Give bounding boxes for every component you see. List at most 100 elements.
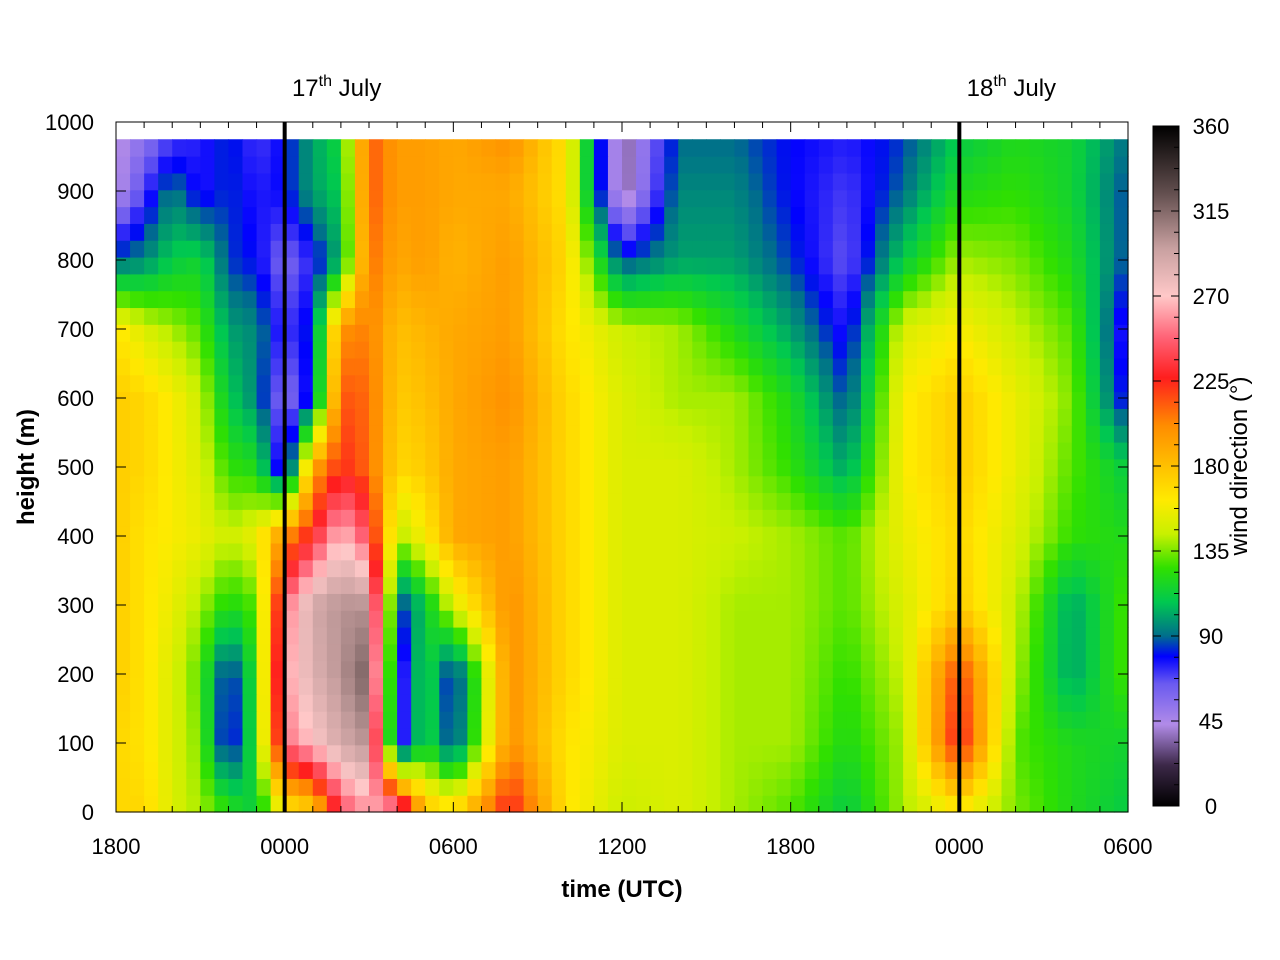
heatmap-cell	[987, 307, 1003, 325]
heatmap-cell	[270, 408, 286, 426]
heatmap-cell	[776, 526, 792, 544]
heatmap-cell	[860, 542, 876, 561]
heatmap-cell	[959, 290, 974, 309]
heatmap-cell	[734, 711, 750, 729]
heatmap-cell	[959, 324, 974, 342]
heatmap-cell	[1085, 761, 1101, 779]
heatmap-cell	[1099, 189, 1115, 208]
heatmap-cell	[1099, 761, 1115, 779]
heatmap-cell	[1043, 391, 1059, 409]
heatmap-cell	[298, 643, 314, 662]
heatmap-cell	[706, 341, 721, 359]
heatmap-cell	[903, 727, 918, 746]
heatmap-cell	[959, 660, 974, 679]
heatmap-cell	[495, 374, 511, 393]
heatmap-cell	[158, 189, 173, 208]
heatmap-cell	[846, 425, 862, 443]
heatmap-cell	[832, 795, 848, 813]
heatmap-cell	[369, 643, 384, 662]
heatmap-cell	[889, 526, 904, 544]
heatmap-cell	[1113, 156, 1129, 174]
heatmap-cell	[846, 256, 862, 275]
heatmap-cell	[144, 441, 159, 460]
heatmap-cell	[481, 139, 497, 157]
heatmap-cell	[214, 626, 230, 645]
heatmap-cell	[917, 341, 932, 359]
heatmap-cell	[1015, 526, 1031, 544]
heatmap-cell	[860, 156, 876, 174]
heatmap-cell	[1085, 172, 1101, 191]
heatmap-cell	[383, 559, 398, 578]
heatmap-cell	[903, 626, 918, 645]
heatmap-cell	[130, 408, 145, 426]
heatmap-cell	[917, 610, 932, 628]
heatmap-cell	[762, 458, 778, 477]
heatmap-cell	[158, 391, 173, 409]
heatmap-cell	[889, 139, 904, 157]
heatmap-cell	[551, 761, 567, 779]
heatmap-cell	[172, 727, 187, 746]
heatmap-cell	[481, 559, 497, 578]
heatmap-cell	[720, 256, 736, 275]
heatmap-cell	[354, 526, 370, 544]
heatmap-cell	[354, 727, 370, 746]
heatmap-cell	[439, 425, 454, 443]
heatmap-cell	[312, 256, 328, 275]
heatmap-cell	[1113, 324, 1129, 342]
heatmap-cell	[903, 711, 918, 729]
heatmap-cell	[818, 694, 834, 712]
heatmap-cell	[607, 425, 623, 443]
heatmap-cell	[397, 576, 412, 594]
heatmap-cell	[369, 475, 384, 494]
heatmap-cell	[425, 357, 440, 376]
heatmap-cell	[875, 374, 890, 393]
heatmap-cell	[1057, 374, 1073, 393]
heatmap-cell	[973, 341, 989, 359]
heatmap-cell	[804, 408, 820, 426]
heatmap-cell	[326, 256, 342, 275]
heatmap-cell	[720, 677, 736, 695]
heatmap-cell	[397, 223, 412, 241]
heatmap-cell	[186, 475, 201, 494]
heatmap-cell	[636, 694, 651, 712]
heatmap-cell	[1057, 576, 1073, 594]
heatmap-cell	[903, 559, 918, 578]
heatmap-cell	[130, 643, 145, 662]
heatmap-cell	[664, 441, 679, 460]
heatmap-cell	[200, 240, 215, 258]
heatmap-cell	[565, 576, 581, 594]
heatmap-cell	[818, 139, 834, 157]
heatmap-cell	[537, 542, 553, 561]
heatmap-cell	[1015, 795, 1031, 813]
heatmap-cell	[1057, 357, 1073, 376]
heatmap-cell	[439, 559, 454, 578]
heatmap-cell	[1043, 189, 1059, 208]
heatmap-cell	[636, 307, 651, 325]
heatmap-cell	[284, 643, 300, 662]
heatmap-cell	[172, 711, 187, 729]
heatmap-cell	[298, 492, 314, 510]
heatmap-cell	[523, 643, 539, 662]
heatmap-cell	[397, 139, 412, 157]
heatmap-cell	[889, 441, 904, 460]
heatmap-cell	[607, 256, 623, 275]
heatmap-cell	[270, 290, 286, 309]
heatmap-cell	[734, 307, 750, 325]
heatmap-cell	[298, 509, 314, 527]
heatmap-cell	[186, 593, 201, 611]
heatmap-cell	[593, 509, 609, 527]
heatmap-cell	[790, 509, 806, 527]
heatmap-cell	[116, 189, 131, 208]
heatmap-cell	[917, 744, 932, 763]
heatmap-cell	[256, 593, 272, 611]
heatmap-cell	[523, 660, 539, 679]
heatmap-cell	[790, 795, 806, 813]
heatmap-cell	[889, 357, 904, 376]
heatmap-cell	[818, 273, 834, 292]
heatmap-cell	[875, 441, 890, 460]
heatmap-cell	[692, 408, 707, 426]
heatmap-cell	[270, 341, 286, 359]
heatmap-cell	[846, 324, 862, 342]
heatmap-cell	[1001, 156, 1017, 174]
heatmap-cell	[678, 324, 693, 342]
